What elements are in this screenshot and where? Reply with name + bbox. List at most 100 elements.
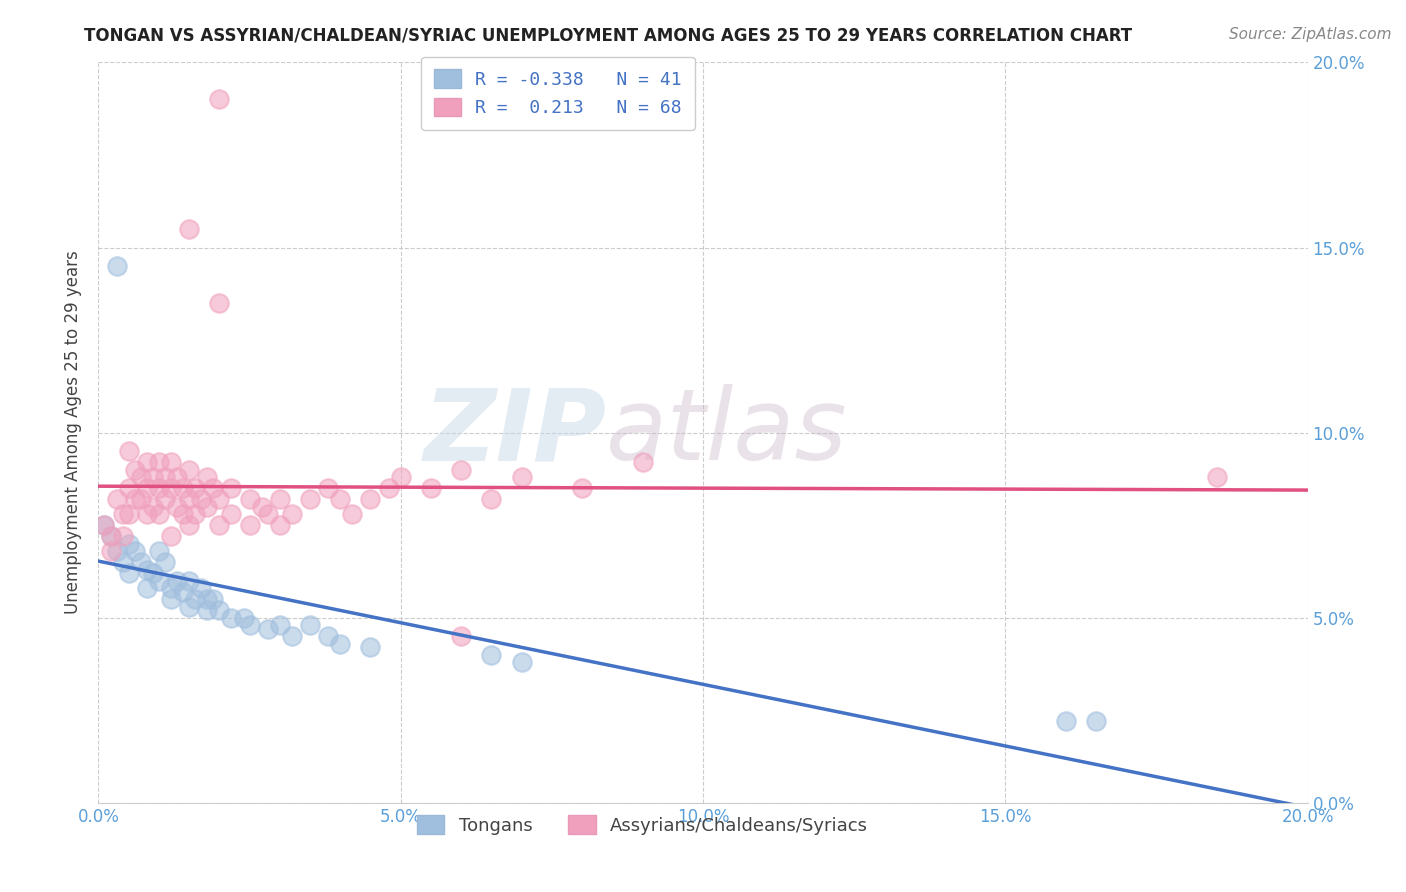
Text: TONGAN VS ASSYRIAN/CHALDEAN/SYRIAC UNEMPLOYMENT AMONG AGES 25 TO 29 YEARS CORREL: TONGAN VS ASSYRIAN/CHALDEAN/SYRIAC UNEMP…: [84, 27, 1132, 45]
Point: [100, 544, 122, 558]
Point: [124, 544, 146, 558]
Point: [239, 618, 262, 632]
Point: [208, 518, 231, 533]
Point: [111, 507, 134, 521]
Point: [208, 92, 231, 106]
Point: [269, 518, 291, 533]
Point: [389, 470, 412, 484]
Point: [148, 481, 170, 495]
Point: [153, 470, 176, 484]
Point: [118, 507, 141, 521]
Point: [166, 470, 188, 484]
Point: [129, 492, 152, 507]
Point: [179, 518, 201, 533]
Point: [179, 462, 201, 476]
Point: [377, 481, 399, 495]
Point: [105, 544, 128, 558]
Point: [160, 529, 183, 543]
Point: [179, 222, 201, 236]
Point: [221, 507, 243, 521]
Point: [184, 592, 207, 607]
Point: [105, 492, 128, 507]
Text: ZIP: ZIP: [423, 384, 606, 481]
Point: [481, 492, 503, 507]
Point: [269, 492, 291, 507]
Point: [202, 481, 225, 495]
Point: [142, 470, 165, 484]
Point: [239, 518, 262, 533]
Point: [118, 444, 141, 458]
Point: [342, 507, 364, 521]
Point: [299, 618, 322, 632]
Point: [631, 455, 654, 469]
Point: [221, 481, 243, 495]
Point: [190, 492, 212, 507]
Point: [256, 622, 278, 636]
Point: [195, 603, 218, 617]
Point: [269, 618, 291, 632]
Point: [118, 481, 141, 495]
Point: [166, 574, 188, 588]
Point: [360, 492, 382, 507]
Point: [281, 507, 304, 521]
Point: [100, 529, 122, 543]
Point: [195, 500, 218, 514]
Point: [135, 455, 157, 469]
Point: [160, 581, 183, 595]
Point: [208, 603, 231, 617]
Point: [208, 492, 231, 507]
Point: [256, 507, 278, 521]
Text: Source: ZipAtlas.com: Source: ZipAtlas.com: [1229, 27, 1392, 42]
Point: [360, 640, 382, 655]
Point: [1054, 714, 1077, 729]
Point: [250, 500, 273, 514]
Point: [299, 492, 322, 507]
Point: [148, 507, 170, 521]
Point: [190, 581, 212, 595]
Point: [450, 462, 472, 476]
Point: [179, 574, 201, 588]
Point: [118, 566, 141, 581]
Legend: Tongans, Assyrians/Chaldeans/Syriacs: Tongans, Assyrians/Chaldeans/Syriacs: [406, 805, 879, 846]
Point: [281, 629, 304, 643]
Point: [153, 555, 176, 569]
Point: [184, 507, 207, 521]
Point: [166, 500, 188, 514]
Point: [148, 455, 170, 469]
Point: [111, 529, 134, 543]
Point: [111, 555, 134, 569]
Point: [329, 637, 352, 651]
Point: [172, 584, 194, 599]
Point: [135, 563, 157, 577]
Point: [124, 462, 146, 476]
Point: [135, 481, 157, 495]
Point: [195, 470, 218, 484]
Point: [172, 481, 194, 495]
Point: [148, 544, 170, 558]
Point: [153, 492, 176, 507]
Y-axis label: Unemployment Among Ages 25 to 29 years: Unemployment Among Ages 25 to 29 years: [63, 251, 82, 615]
Point: [118, 536, 141, 550]
Point: [135, 581, 157, 595]
Point: [208, 296, 231, 310]
Point: [172, 507, 194, 521]
Point: [93, 518, 115, 533]
Point: [239, 492, 262, 507]
Text: atlas: atlas: [606, 384, 848, 481]
Point: [160, 481, 183, 495]
Point: [571, 481, 593, 495]
Point: [93, 518, 115, 533]
Point: [221, 610, 243, 624]
Point: [100, 529, 122, 543]
Point: [481, 648, 503, 662]
Point: [1206, 470, 1229, 484]
Point: [135, 507, 157, 521]
Point: [450, 629, 472, 643]
Point: [195, 592, 218, 607]
Point: [179, 599, 201, 614]
Point: [184, 481, 207, 495]
Point: [420, 481, 443, 495]
Point: [510, 470, 533, 484]
Point: [179, 492, 201, 507]
Point: [202, 592, 225, 607]
